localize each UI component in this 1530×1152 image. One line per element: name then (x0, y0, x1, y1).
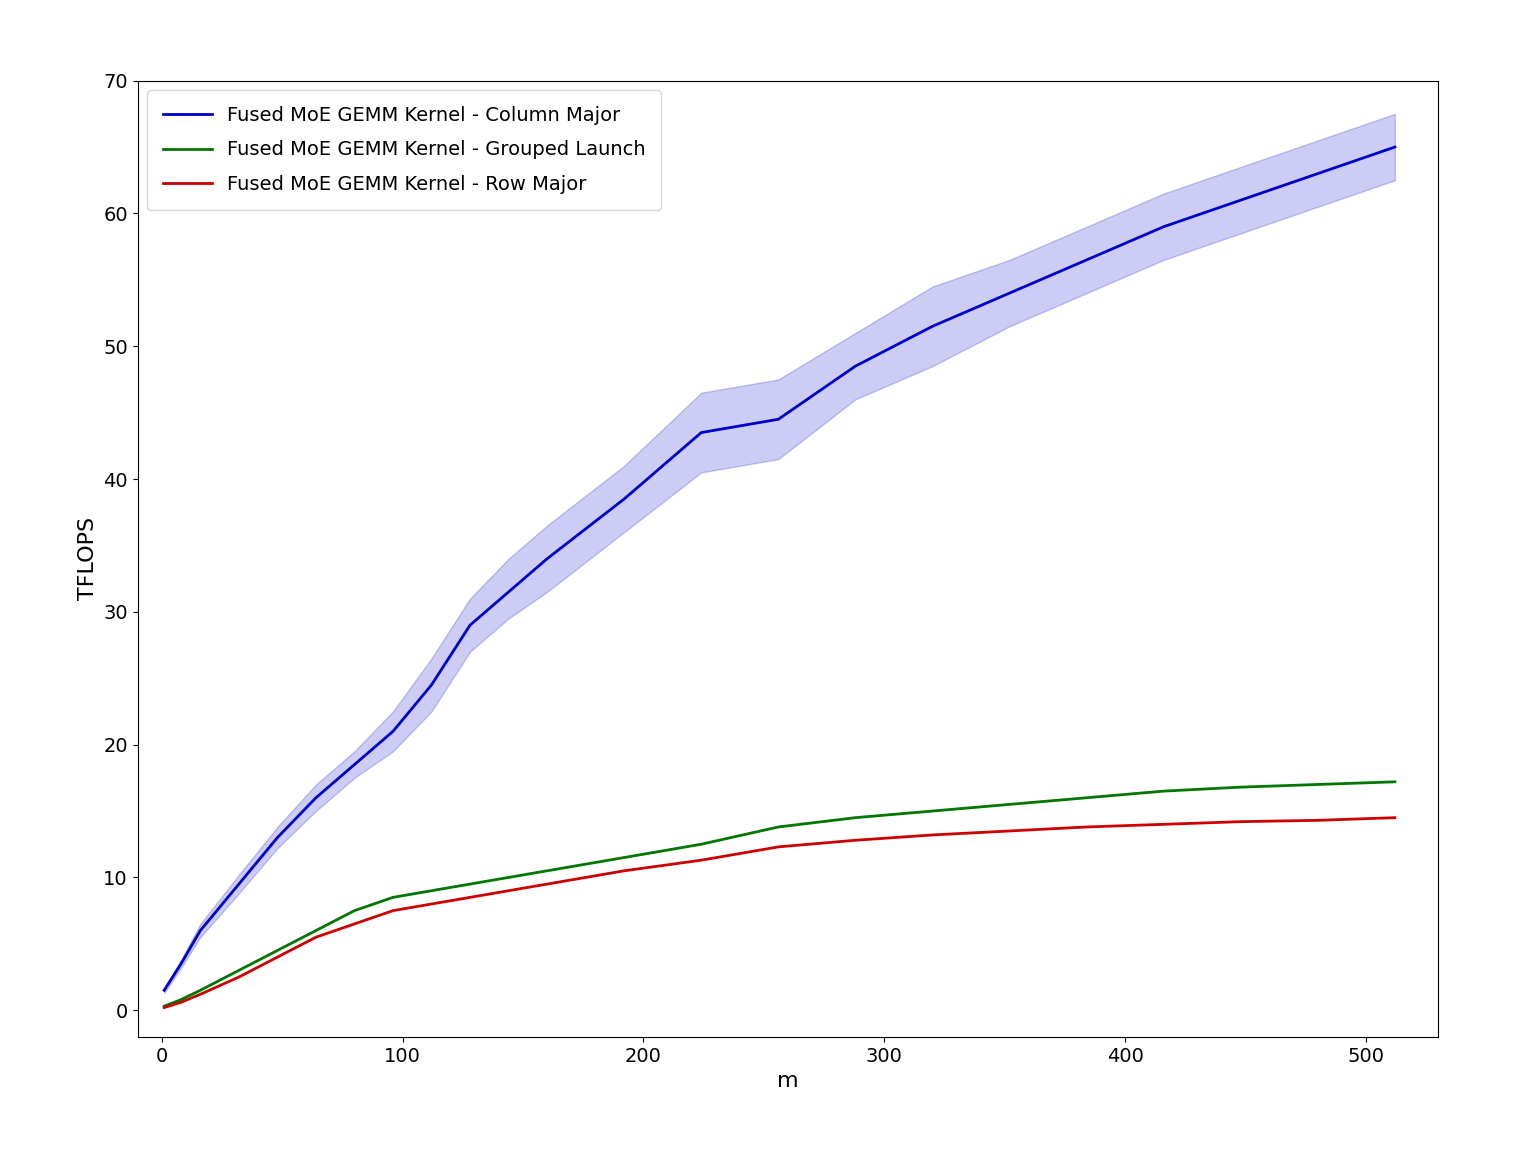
Fused MoE GEMM Kernel - Column Major (615, 492, 633, 506)
Fused MoE GEMM Kernel - Row Major (1308, 813, 1327, 827)
Fused MoE GEMM Kernel - Row Major (268, 950, 286, 964)
Fused MoE GEMM Kernel - Grouped Launch (268, 943, 286, 957)
X-axis label: m: m (777, 1071, 799, 1091)
Fused MoE GEMM Kernel - Column Major (230, 877, 248, 890)
Fused MoE GEMM Kernel - Column Major (306, 790, 324, 804)
Fused MoE GEMM Kernel - Column Major (770, 412, 788, 426)
Fused MoE GEMM Kernel - Row Major (155, 1001, 173, 1015)
Fused MoE GEMM Kernel - Column Major (1155, 220, 1174, 234)
Fused MoE GEMM Kernel - Row Major (692, 854, 710, 867)
Fused MoE GEMM Kernel - Column Major (191, 924, 210, 938)
Legend: Fused MoE GEMM Kernel - Column Major, Fused MoE GEMM Kernel - Grouped Launch, Fu: Fused MoE GEMM Kernel - Column Major, Fu… (147, 90, 661, 210)
Fused MoE GEMM Kernel - Row Major (539, 877, 557, 890)
Fused MoE GEMM Kernel - Column Major (384, 725, 402, 738)
Fused MoE GEMM Kernel - Column Major (268, 831, 286, 844)
Line: Fused MoE GEMM Kernel - Column Major: Fused MoE GEMM Kernel - Column Major (164, 147, 1395, 991)
Fused MoE GEMM Kernel - Grouped Launch (171, 993, 190, 1007)
Fused MoE GEMM Kernel - Column Major (923, 319, 941, 333)
Fused MoE GEMM Kernel - Column Major (155, 984, 173, 998)
Line: Fused MoE GEMM Kernel - Grouped Launch: Fused MoE GEMM Kernel - Grouped Launch (164, 782, 1395, 1006)
Fused MoE GEMM Kernel - Grouped Launch (1232, 780, 1250, 794)
Fused MoE GEMM Kernel - Grouped Launch (155, 999, 173, 1013)
Fused MoE GEMM Kernel - Grouped Launch (230, 963, 248, 977)
Fused MoE GEMM Kernel - Row Major (171, 995, 190, 1009)
Fused MoE GEMM Kernel - Grouped Launch (1155, 785, 1174, 798)
Fused MoE GEMM Kernel - Grouped Launch (846, 811, 864, 825)
Fused MoE GEMM Kernel - Grouped Launch (770, 820, 788, 834)
Fused MoE GEMM Kernel - Grouped Launch (499, 871, 517, 885)
Fused MoE GEMM Kernel - Row Major (306, 931, 324, 945)
Fused MoE GEMM Kernel - Column Major (692, 425, 710, 439)
Fused MoE GEMM Kernel - Column Major (346, 758, 364, 772)
Fused MoE GEMM Kernel - Row Major (191, 987, 210, 1001)
Fused MoE GEMM Kernel - Column Major (1001, 286, 1019, 300)
Fused MoE GEMM Kernel - Grouped Launch (422, 884, 441, 897)
Fused MoE GEMM Kernel - Grouped Launch (461, 877, 479, 890)
Fused MoE GEMM Kernel - Column Major (171, 957, 190, 971)
Fused MoE GEMM Kernel - Row Major (422, 897, 441, 911)
Fused MoE GEMM Kernel - Grouped Launch (306, 924, 324, 938)
Y-axis label: TFLOPS: TFLOPS (78, 517, 98, 600)
Fused MoE GEMM Kernel - Row Major (384, 903, 402, 917)
Fused MoE GEMM Kernel - Row Major (615, 864, 633, 878)
Fused MoE GEMM Kernel - Grouped Launch (1077, 790, 1095, 804)
Fused MoE GEMM Kernel - Grouped Launch (346, 903, 364, 917)
Fused MoE GEMM Kernel - Row Major (346, 917, 364, 931)
Fused MoE GEMM Kernel - Column Major (1386, 141, 1405, 154)
Fused MoE GEMM Kernel - Row Major (230, 970, 248, 984)
Fused MoE GEMM Kernel - Column Major (461, 619, 479, 632)
Fused MoE GEMM Kernel - Row Major (1232, 814, 1250, 828)
Fused MoE GEMM Kernel - Column Major (1308, 167, 1327, 181)
Fused MoE GEMM Kernel - Column Major (422, 679, 441, 692)
Fused MoE GEMM Kernel - Row Major (1001, 824, 1019, 838)
Fused MoE GEMM Kernel - Column Major (846, 359, 864, 373)
Fused MoE GEMM Kernel - Grouped Launch (1001, 797, 1019, 811)
Fused MoE GEMM Kernel - Grouped Launch (1386, 775, 1405, 789)
Fused MoE GEMM Kernel - Grouped Launch (191, 984, 210, 998)
Fused MoE GEMM Kernel - Grouped Launch (384, 890, 402, 904)
Fused MoE GEMM Kernel - Column Major (539, 552, 557, 566)
Fused MoE GEMM Kernel - Grouped Launch (615, 850, 633, 864)
Fused MoE GEMM Kernel - Column Major (1232, 194, 1250, 207)
Fused MoE GEMM Kernel - Row Major (770, 840, 788, 854)
Fused MoE GEMM Kernel - Row Major (1386, 811, 1405, 825)
Fused MoE GEMM Kernel - Grouped Launch (923, 804, 941, 818)
Fused MoE GEMM Kernel - Row Major (1155, 818, 1174, 832)
Fused MoE GEMM Kernel - Grouped Launch (539, 864, 557, 878)
Fused MoE GEMM Kernel - Row Major (846, 833, 864, 847)
Fused MoE GEMM Kernel - Column Major (499, 585, 517, 599)
Fused MoE GEMM Kernel - Row Major (923, 828, 941, 842)
Line: Fused MoE GEMM Kernel - Row Major: Fused MoE GEMM Kernel - Row Major (164, 818, 1395, 1008)
Fused MoE GEMM Kernel - Row Major (1077, 820, 1095, 834)
Fused MoE GEMM Kernel - Grouped Launch (1308, 778, 1327, 791)
Fused MoE GEMM Kernel - Row Major (499, 884, 517, 897)
Fused MoE GEMM Kernel - Grouped Launch (692, 838, 710, 851)
Fused MoE GEMM Kernel - Column Major (1077, 253, 1095, 267)
Fused MoE GEMM Kernel - Row Major (461, 890, 479, 904)
